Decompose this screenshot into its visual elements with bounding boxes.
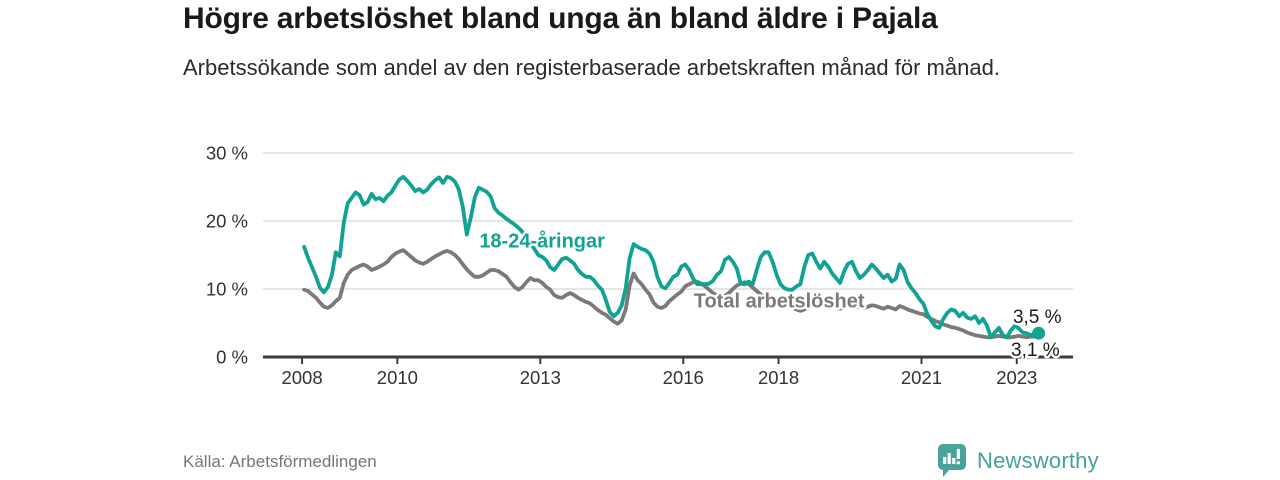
series-label-youth: 18-24-åringar	[479, 230, 605, 253]
page-title: Högre arbetslöshet bland unga än bland ä…	[183, 2, 938, 35]
x-axis-tick-label: 2016	[663, 367, 704, 388]
series-line-Total arbetslöshet	[302, 248, 1041, 340]
newsworthy-logo-text: Newsworthy	[977, 447, 1099, 473]
series-label-total: Total arbetslöshet	[694, 290, 865, 312]
y-axis-tick-label: 10 %	[206, 279, 248, 300]
series-end-dot-18-24-åringar	[1032, 326, 1046, 340]
x-axis-tick-label: 2023	[996, 367, 1037, 388]
y-axis-tick-label: 20 %	[206, 211, 248, 232]
x-axis-tick-label: 2008	[281, 367, 322, 388]
page-subtitle: Arbetssökande som andel av den registerb…	[183, 54, 1000, 80]
x-axis-tick-label: 2018	[758, 367, 799, 388]
x-axis-tick-label: 2021	[901, 367, 942, 388]
series-line-18-24-åringar	[302, 174, 1041, 340]
end-value-total: 3,1 %	[1011, 340, 1060, 361]
newsworthy-logo: Newsworthy	[936, 443, 1099, 478]
x-axis-tick-label: 2013	[520, 367, 561, 388]
y-axis-tick-label: 0 %	[216, 347, 248, 368]
chart-header: Högre arbetslöshet bland unga än bland ä…	[183, 0, 1183, 82]
newsworthy-barchart-pin-icon	[936, 443, 968, 478]
y-axis-tick-label: 30 %	[206, 143, 248, 164]
source-attribution: Källa: Arbetsförmedlingen	[183, 452, 377, 471]
x-axis-tick-label: 2010	[377, 367, 418, 388]
end-value-youth: 3,5 %	[1013, 307, 1062, 328]
